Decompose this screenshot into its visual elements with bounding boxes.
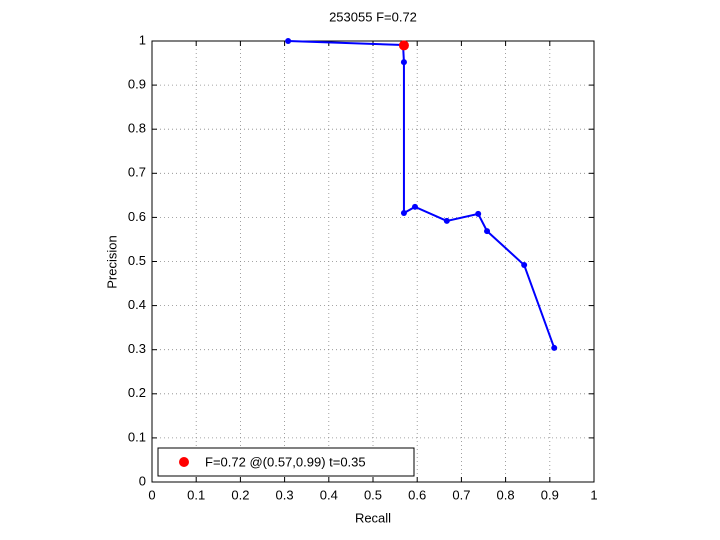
y-tick-label: 1 — [139, 32, 146, 47]
legend-box — [157, 447, 415, 477]
x-tick-label: 0.8 — [497, 487, 515, 502]
legend-marker — [179, 457, 189, 467]
x-tick-label: 1 — [590, 487, 597, 502]
plot-frame — [151, 40, 595, 483]
y-tick-label: 0.3 — [128, 341, 146, 356]
data-point — [411, 203, 418, 210]
data-point — [285, 38, 292, 44]
y-tick-label: 0.8 — [128, 121, 146, 136]
x-axis-label: Recall — [355, 510, 391, 525]
data-point — [400, 59, 407, 66]
x-tick-label: 0.1 — [187, 487, 205, 502]
x-tick-label: 0.9 — [541, 487, 559, 502]
chart-title: 253055 F=0.72 — [329, 9, 417, 24]
x-tick-label: 0.3 — [276, 487, 294, 502]
legend-label: F=0.72 @(0.57,0.99) t=0.35 — [205, 454, 366, 469]
y-tick-label: 0.5 — [128, 253, 146, 268]
x-tick-label: 0.2 — [231, 487, 249, 502]
y-tick-label: 0.9 — [128, 77, 146, 92]
y-tick-label: 0.7 — [128, 165, 146, 180]
data-point — [398, 40, 409, 51]
x-tick-label: 0.4 — [320, 487, 338, 502]
data-point — [443, 217, 450, 224]
data-point — [551, 344, 558, 351]
y-axis-label: Precision — [104, 235, 119, 288]
data-point — [475, 210, 482, 217]
y-tick-label: 0.2 — [128, 385, 146, 400]
x-tick-label: 0.7 — [452, 487, 470, 502]
data-point — [521, 262, 528, 269]
data-point — [400, 209, 407, 216]
x-tick-label: 0 — [148, 487, 155, 502]
y-tick-label: 0.6 — [128, 209, 146, 224]
x-tick-label: 0.5 — [364, 487, 382, 502]
y-tick-label: 0 — [139, 473, 146, 488]
y-tick-label: 0.4 — [128, 297, 146, 312]
series-line — [288, 40, 556, 349]
y-tick-label: 0.1 — [128, 429, 146, 444]
data-point — [484, 228, 491, 235]
x-tick-label: 0.6 — [408, 487, 426, 502]
